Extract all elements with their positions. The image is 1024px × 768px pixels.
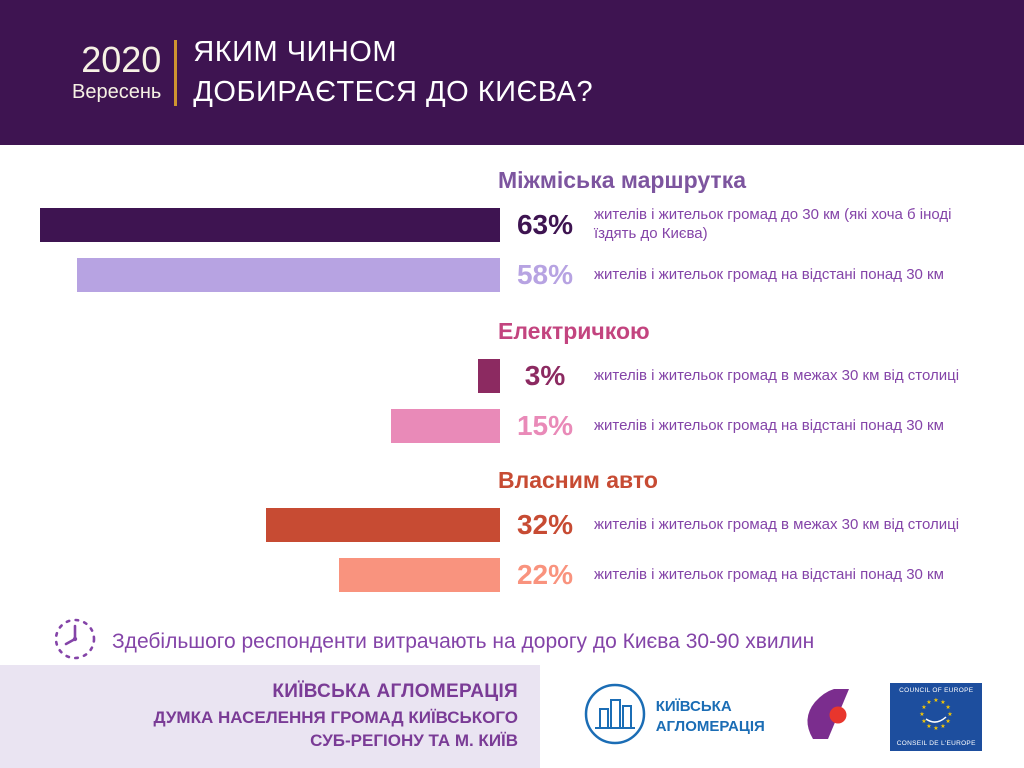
date-block: 2020 Вересень <box>72 41 161 104</box>
value-label: 32% <box>516 509 574 540</box>
value-label: 15% <box>516 410 574 441</box>
svg-text:★: ★ <box>948 711 953 718</box>
clock-icon <box>52 616 98 667</box>
bar-row: 3% жителів і жительок громад в межах 30 … <box>0 359 1024 393</box>
bar-train-far <box>390 409 500 443</box>
bar-car-near <box>266 508 500 542</box>
value-label: 63% <box>516 209 574 240</box>
footer-subtitle-line2: СУБ-РЕГІОНУ ТА М. КИЇВ <box>310 730 518 750</box>
bar-description: жителів і жительок громад на відстані по… <box>594 416 944 434</box>
agglomeration-logo-line2: АГЛОМЕРАЦІЯ <box>655 717 765 735</box>
svg-text:★: ★ <box>941 699 946 706</box>
bar-description: жителів і жительок громад в межах 30 км … <box>594 366 960 384</box>
footer: КИЇВСЬКА АГЛОМЕРАЦІЯ ДУМКА НАСЕЛЕННЯ ГРО… <box>0 665 1024 768</box>
footer-org-title: КИЇВСЬКА АГЛОМЕРАЦІЯ <box>272 681 518 703</box>
bar-track <box>0 258 500 292</box>
bar-row: 58% жителів і жительок громад на відстан… <box>0 258 1024 292</box>
coe-text-top: COUNCIL OF EUROPE <box>899 686 974 694</box>
footer-text-block: КИЇВСЬКА АГЛОМЕРАЦІЯ ДУМКА НАСЕЛЕННЯ ГРО… <box>0 665 540 768</box>
svg-text:★: ★ <box>921 718 926 725</box>
bar-description: жителів і жительок громад на відстані по… <box>594 265 944 283</box>
agglomeration-logo: КИЇВСЬКА АГЛОМЕРАЦІЯ <box>582 681 765 752</box>
bar-row: 63% жителів і жительок громад до 30 км (… <box>0 206 1024 242</box>
eu-stars-icon: ★ ★ ★ ★ ★ ★ ★ ★ ★ ★ ★ ★ <box>914 694 958 739</box>
svg-text:★: ★ <box>920 711 925 718</box>
bar-car-far <box>339 558 500 592</box>
group-heading-marshrutka: Міжміська маршрутка <box>498 167 746 193</box>
bar-track <box>0 558 500 592</box>
bar-row: 22% жителів і жительок громад на відстан… <box>0 558 1024 592</box>
svg-text:★: ★ <box>941 723 946 730</box>
svg-text:★: ★ <box>946 704 951 711</box>
agglomeration-logo-text: КИЇВСЬКА АГЛОМЕРАЦІЯ <box>656 697 765 736</box>
value-label: 3% <box>524 360 566 391</box>
partner-logo-icon <box>799 687 857 746</box>
council-of-europe-logo: COUNCIL OF EUROPE ★ ★ ★ ★ ★ ★ ★ ★ ★ <box>890 682 983 751</box>
svg-text:★: ★ <box>934 697 939 704</box>
duration-note-text: Здебільшого респонденти витрачають на до… <box>112 629 815 653</box>
group-heading-train: Електричкою <box>498 318 650 344</box>
header: 2020 Вересень ЯКИМ ЧИНОМ ДОБИРАЄТЕСЯ ДО … <box>0 0 1024 145</box>
bar-track <box>0 508 500 542</box>
coe-text-bottom: CONSEIL DE L'EUROPE <box>896 739 976 747</box>
page-title-line2: ДОБИРАЄТЕСЯ ДО КИЄВА? <box>193 75 594 108</box>
bar-description: жителів і жительок громад на відстані по… <box>594 565 944 583</box>
group-heading-car: Власним авто <box>498 467 658 493</box>
value-label: 22% <box>516 559 574 590</box>
footer-subtitle-line1: ДУМКА НАСЕЛЕННЯ ГРОМАД КИЇВСЬКОГО <box>153 708 518 728</box>
year-label: 2020 <box>81 39 162 81</box>
bar-track <box>0 359 500 393</box>
bar-description: жителів і жительок громад до 30 км (які … <box>594 206 952 242</box>
bar-track <box>0 409 500 443</box>
svg-text:★: ★ <box>927 723 932 730</box>
bar-row: 15% жителів і жительок громад на відстан… <box>0 409 1024 443</box>
bar-description: жителів і жительок громад в межах 30 км … <box>594 515 960 533</box>
bar-chart: Міжміська маршрутка 63% жителів і житель… <box>0 145 1024 667</box>
svg-text:★: ★ <box>946 718 951 725</box>
bar-train-near <box>478 359 500 393</box>
svg-text:★: ★ <box>921 704 926 711</box>
bar-row: 32% жителів і жительок громад в межах 30… <box>0 508 1024 542</box>
footer-logos: КИЇВСЬКА АГЛОМЕРАЦІЯ COUNCIL OF EUROPE ★… <box>540 665 1024 768</box>
bar-track <box>0 208 500 242</box>
page-title-line1: ЯКИМ ЧИНОМ <box>193 36 398 69</box>
month-label: Вересень <box>72 80 162 103</box>
gold-divider <box>174 39 178 106</box>
agglomeration-logo-line1: КИЇВСЬКА <box>655 698 732 715</box>
duration-note: Здебільшого респонденти витрачають на до… <box>52 616 1024 667</box>
agglomeration-buildings-icon <box>582 681 648 752</box>
bar-marshrutka-near <box>40 208 500 242</box>
svg-text:★: ★ <box>927 699 932 706</box>
page-title: ЯКИМ ЧИНОМ ДОБИРАЄТЕСЯ ДО КИЄВА? <box>193 33 593 111</box>
value-label: 58% <box>516 259 574 290</box>
svg-text:★: ★ <box>934 725 939 732</box>
bar-marshrutka-far <box>76 258 500 292</box>
